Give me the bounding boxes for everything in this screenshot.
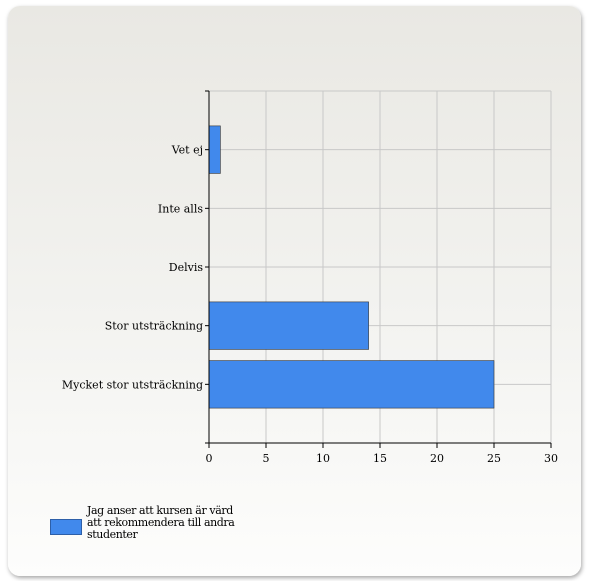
bar bbox=[208, 125, 221, 174]
axes bbox=[205, 90, 552, 448]
bar bbox=[208, 301, 369, 350]
y-tick-label: Stor utsträckning bbox=[105, 320, 203, 333]
y-tick-label: Vet ej bbox=[171, 144, 203, 157]
x-tick-label: 0 bbox=[206, 452, 213, 465]
x-tick-label: 25 bbox=[487, 452, 501, 465]
legend-label: Jag anser att kursen är värd att rekomme… bbox=[87, 505, 287, 541]
x-tick-label: 30 bbox=[544, 452, 558, 465]
y-tick-label: Mycket stor utsträckning bbox=[62, 378, 203, 391]
tick-labels: Vet ej Inte alls Delvis Stor utsträckning My… bbox=[62, 144, 558, 465]
legend: Jag anser att kursen är värd att rekomme… bbox=[50, 505, 290, 555]
x-tick-label: 10 bbox=[316, 452, 330, 465]
bar bbox=[208, 360, 495, 409]
chart-panel bbox=[8, 6, 581, 576]
x-tick-label: 20 bbox=[430, 452, 444, 465]
x-tick-label: 5 bbox=[263, 452, 270, 465]
legend-line: studenter bbox=[87, 528, 138, 541]
legend-swatch bbox=[50, 519, 82, 535]
legend-line: Jag anser att kursen är värd bbox=[87, 504, 233, 517]
y-tick-label: Inte alls bbox=[158, 202, 203, 215]
y-tick-label: Delvis bbox=[169, 261, 204, 274]
legend-line: att rekommendera till andra bbox=[87, 516, 235, 529]
bars bbox=[208, 125, 495, 409]
x-tick-label: 15 bbox=[373, 452, 387, 465]
